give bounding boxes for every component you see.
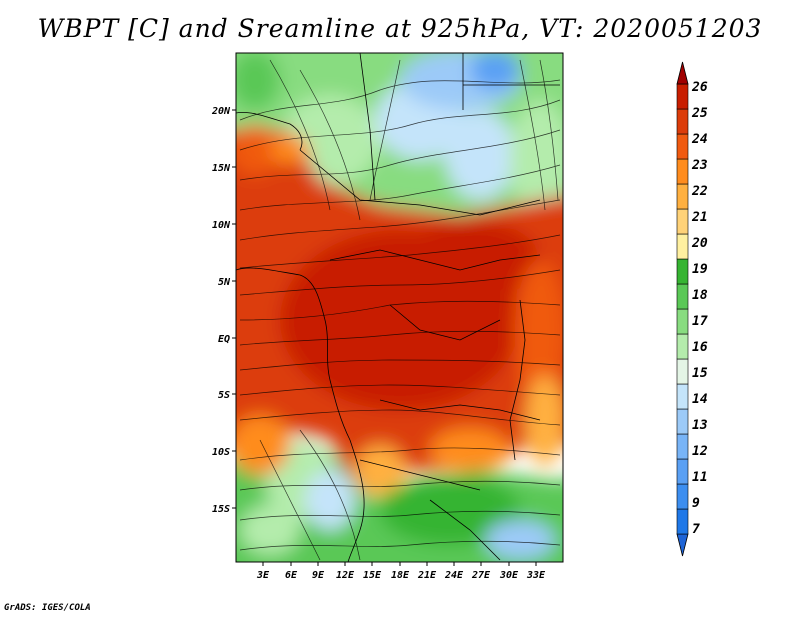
- colorbar-label: 12: [692, 444, 708, 459]
- colorbar-label: 13: [692, 418, 708, 433]
- x-tick-label: 27E: [471, 570, 491, 581]
- colorbar-swatch: [676, 458, 689, 485]
- colorbar-swatch: [676, 358, 689, 385]
- x-tick-label: 12E: [336, 570, 355, 581]
- streamlines: [239, 59, 561, 561]
- colorbar-label: 23: [691, 158, 708, 173]
- colorbar-label: 11: [692, 470, 708, 485]
- x-tick-label: 3E: [256, 570, 270, 581]
- x-tick-label: 30E: [499, 570, 519, 581]
- colorbar-bottom-arrow: [676, 533, 689, 557]
- map-area: [236, 53, 563, 562]
- y-tick-label: 5S: [218, 390, 230, 401]
- colorbar-label: 7: [692, 522, 700, 537]
- y-axis: 20N 15N 10N 5N EQ 5S 10S 15S: [211, 106, 236, 515]
- x-axis: 3E 6E 9E 12E 15E 18E 21E 24E 27E 30E 33E: [256, 562, 546, 581]
- y-tick-label: 5N: [218, 277, 231, 288]
- colorbar-swatch: [676, 383, 689, 410]
- x-tick-label: 9E: [312, 570, 325, 581]
- colorbar-swatch: [676, 83, 689, 110]
- y-tick-label: 10S: [212, 447, 230, 458]
- colorbar-swatch: [676, 108, 689, 135]
- colorbar-swatch: [676, 208, 689, 235]
- colorbar-label: 18: [692, 288, 708, 303]
- colorbar-top-arrow: [676, 61, 689, 85]
- colorbar-swatch: [676, 283, 689, 310]
- colorbar: [676, 61, 689, 557]
- borders: [236, 53, 560, 562]
- colorbar-swatch: [676, 308, 689, 335]
- wbpt-field: [236, 53, 563, 562]
- y-tick-label: EQ: [218, 334, 230, 345]
- colorbar-swatch: [676, 133, 689, 160]
- colorbar-label: 14: [692, 392, 708, 407]
- colorbar-label: 24: [691, 132, 708, 147]
- colorbar-swatch: [676, 508, 689, 535]
- x-tick-label: 33E: [526, 570, 546, 581]
- colorbar-label: 19: [692, 262, 708, 277]
- colorbar-label: 20: [691, 236, 708, 251]
- colorbar-swatch: [676, 158, 689, 185]
- colorbar-label: 22: [691, 184, 708, 199]
- x-tick-label: 21E: [417, 570, 437, 581]
- y-tick-label: 15N: [212, 163, 231, 174]
- colorbar-label: 25: [691, 106, 708, 121]
- y-tick-label: 15S: [212, 504, 230, 515]
- colorbar-label: 16: [692, 340, 708, 355]
- x-tick-label: 24E: [444, 570, 464, 581]
- colorbar-label: 17: [692, 314, 708, 329]
- colorbar-label: 26: [691, 80, 708, 95]
- colorbar-swatch: [676, 408, 689, 435]
- colorbar-swatch: [676, 183, 689, 210]
- colorbar-labels: 26 25 24 23 22 21 20 19 18 17 16 15 14 1…: [691, 80, 708, 537]
- x-tick-label: 6E: [285, 570, 298, 581]
- colorbar-swatch: [676, 433, 689, 460]
- grads-credit: GrADS: IGES/COLA: [4, 603, 91, 613]
- y-tick-label: 10N: [212, 220, 231, 231]
- x-tick-label: 18E: [391, 570, 410, 581]
- colorbar-swatch: [676, 483, 689, 510]
- colorbar-swatch: [676, 258, 689, 285]
- colorbar-swatch: [676, 233, 689, 260]
- chart-title: WBPT [C] and Sreamline at 925hPa, VT: 20…: [37, 14, 763, 43]
- colorbar-label: 9: [692, 496, 700, 511]
- colorbar-label: 21: [691, 210, 708, 225]
- x-tick-label: 15E: [363, 570, 382, 581]
- colorbar-label: 15: [692, 366, 708, 381]
- colorbar-swatch: [676, 333, 689, 360]
- y-tick-label: 20N: [211, 106, 231, 117]
